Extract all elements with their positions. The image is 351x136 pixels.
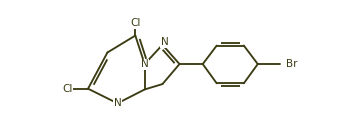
- Text: Cl: Cl: [62, 84, 72, 94]
- Text: N: N: [141, 59, 148, 69]
- Text: Cl: Cl: [130, 18, 140, 28]
- Text: N: N: [161, 38, 168, 47]
- Text: Br: Br: [286, 59, 298, 69]
- Text: N: N: [114, 98, 121, 108]
